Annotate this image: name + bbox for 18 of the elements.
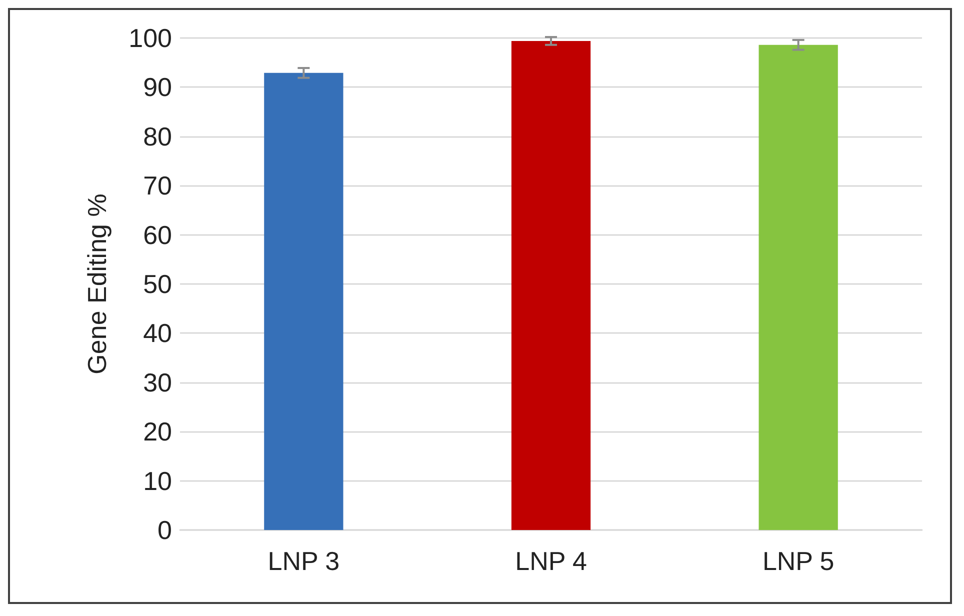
y-tick-label: 80 (143, 121, 172, 152)
y-tick-label: 10 (143, 466, 172, 496)
x-tick-label: LNP 4 (515, 546, 587, 576)
y-tick-label: 90 (143, 72, 172, 102)
x-tick-label: LNP 5 (762, 546, 834, 576)
y-tick-label: 20 (143, 416, 172, 447)
bar (511, 40, 591, 530)
y-tick-label: 40 (143, 318, 172, 348)
y-tick-label: 60 (143, 220, 172, 250)
y-axis-title: Gene Editing % (82, 194, 112, 374)
y-tick-label: 50 (143, 269, 172, 299)
y-tick-label: 70 (143, 170, 172, 201)
y-tick-label: 0 (158, 515, 172, 545)
y-tick-label: 100 (128, 23, 172, 53)
bar (758, 44, 838, 530)
x-tick-label: LNP 3 (268, 546, 340, 576)
y-tick-label: 30 (143, 367, 172, 398)
bar (264, 72, 344, 530)
